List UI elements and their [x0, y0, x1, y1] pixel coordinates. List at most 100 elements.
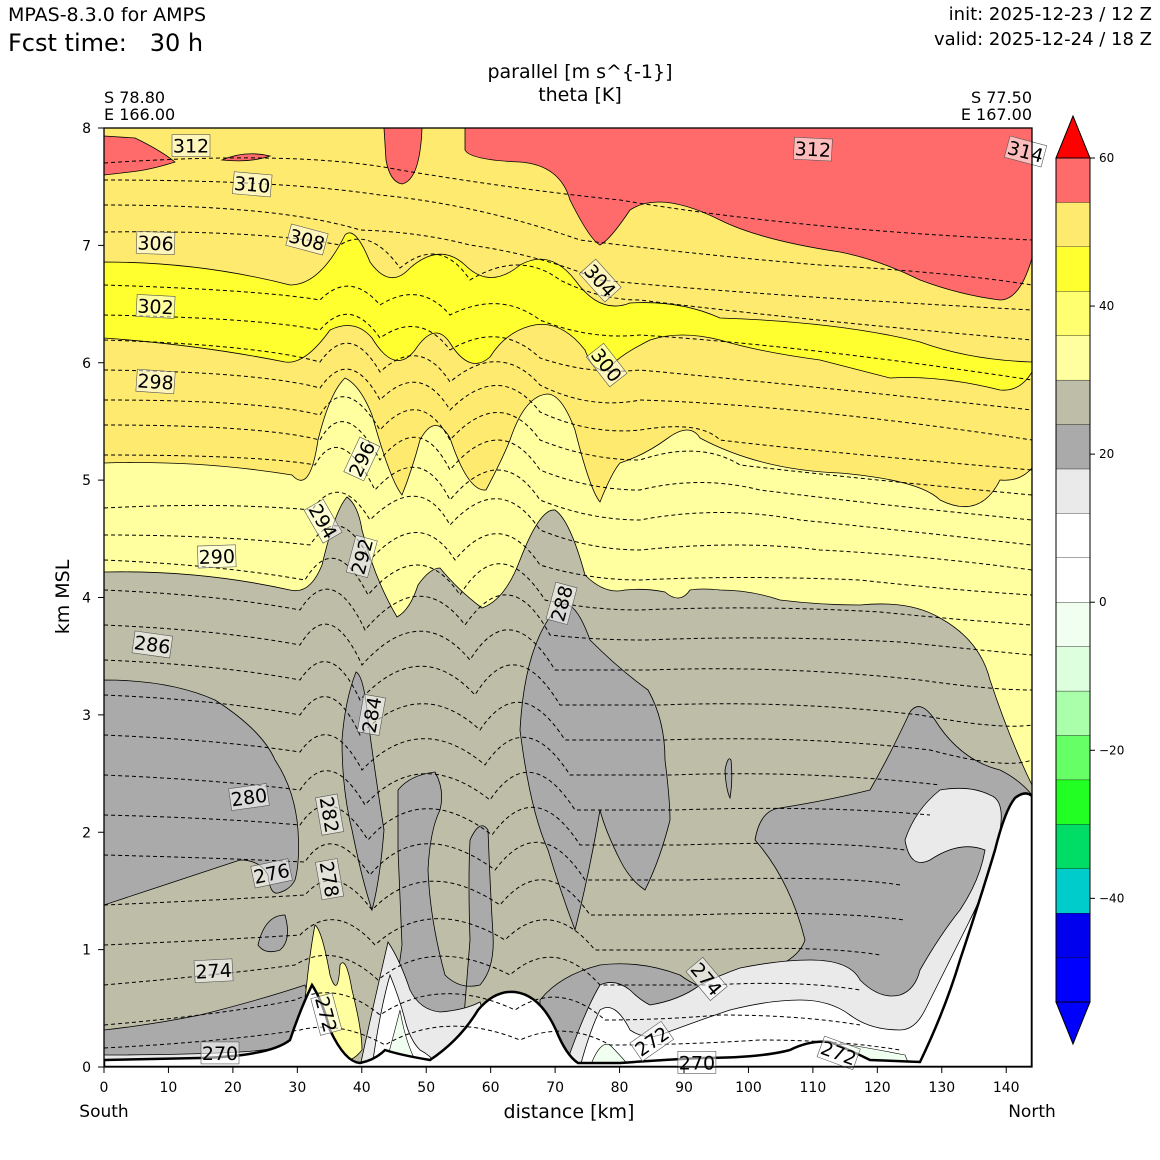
- theta-label-box: [585, 342, 628, 388]
- y-tick-label: 1: [82, 943, 91, 959]
- x-tick-label: 60: [482, 1080, 500, 1096]
- theta-line-27: [104, 1025, 901, 1051]
- colorbar-cell: [1055, 424, 1091, 470]
- valid-time: valid: 2025-12-24 / 18 Z: [934, 29, 1152, 50]
- theta-label: 282: [315, 793, 345, 836]
- theta-label-box: [135, 294, 176, 319]
- fill-white-mid: [371, 973, 441, 1067]
- x-axis-label: distance [km]: [504, 1101, 635, 1123]
- x-tick-label: 0: [100, 1080, 109, 1096]
- colorbar-cell: [1055, 379, 1091, 425]
- start-lat-label: S 78.80: [104, 88, 165, 107]
- theta-label: 312: [171, 134, 211, 158]
- x-tick-label: 120: [864, 1080, 891, 1096]
- theta-line-7: [104, 339, 1032, 441]
- colorbar-cell: [1055, 513, 1091, 558]
- theta-line-5: [104, 284, 1032, 381]
- x-tick-label: 130: [928, 1080, 955, 1096]
- y-tick-label: 2: [82, 825, 91, 841]
- y-tick-label: 4: [82, 591, 91, 607]
- colorbar-cell: [1055, 913, 1091, 958]
- colorbar-cell: [1055, 202, 1091, 247]
- theta-line-9: [104, 396, 1032, 496]
- theta-label: 270: [677, 1051, 717, 1074]
- theta-label-box: [135, 368, 176, 395]
- theta-label-text: 312: [173, 136, 209, 158]
- theta-line-1: [104, 157, 1032, 241]
- theta-line-23: [104, 879, 906, 921]
- y-tick-label: 0: [82, 1060, 91, 1076]
- theta-line-26: [104, 992, 861, 1026]
- colorbar-cell: [1055, 690, 1091, 736]
- colorbar-cell: [1055, 291, 1091, 336]
- theta-line-17: [104, 659, 1032, 727]
- colorbar-frame: [1055, 157, 1091, 1003]
- x-tick-label: 50: [417, 1080, 435, 1096]
- south-end-label: South: [79, 1102, 128, 1122]
- theta-label: 312: [793, 136, 833, 162]
- colorbar-cell: [1055, 157, 1091, 203]
- theta-label: 306: [135, 231, 176, 256]
- x-tick-label: 10: [160, 1080, 178, 1096]
- colorbar-bottom-arrow: [1055, 1001, 1091, 1046]
- theta-label-text: 312: [794, 138, 831, 162]
- theta-line-18: [104, 694, 1032, 764]
- theta-label-box: [135, 231, 176, 255]
- colorbar-cell: [1055, 468, 1091, 514]
- fill-red-column: [383, 128, 423, 185]
- theta-line-20: [104, 770, 931, 816]
- theta-label-box: [197, 544, 237, 569]
- colorbar-tick-label: −40: [1099, 891, 1124, 905]
- x-tick-label: 110: [800, 1080, 827, 1096]
- theta-label-box: [315, 793, 345, 836]
- theta-label-text: 280: [230, 785, 269, 812]
- y-tick-label: 3: [82, 708, 91, 724]
- x-tick-label: 70: [546, 1080, 564, 1096]
- theta-line-2: [104, 179, 1032, 286]
- colorbar-cell: [1055, 779, 1091, 825]
- colorbar: 60 40 20 0 −20 −40: [1055, 114, 1124, 1046]
- fill-gray-column: [341, 671, 385, 912]
- colorbar-tick-label: 40: [1099, 299, 1114, 313]
- fill-gray-spike: [724, 758, 733, 800]
- theta-label: 286: [131, 630, 174, 659]
- theta-label-box: [171, 134, 211, 157]
- colorbar-cell: [1055, 557, 1091, 603]
- theta-line-24: [104, 918, 881, 956]
- theta-label-text: 298: [137, 370, 175, 394]
- x-tick-label: 30: [288, 1080, 306, 1096]
- fill-gray-big: [519, 603, 671, 932]
- y-tick-label: 6: [82, 356, 91, 372]
- theta-label: 290: [197, 544, 237, 569]
- x-tick-label: 140: [993, 1080, 1020, 1096]
- fill-gray-right: [539, 706, 1032, 1067]
- theta-line-3: [104, 204, 1032, 311]
- x-tick-label: 80: [611, 1080, 629, 1096]
- fill-red-right: [464, 128, 1032, 301]
- colorbar-cell: [1055, 868, 1091, 914]
- chart-title-line2: theta [K]: [538, 84, 622, 106]
- fill-red-blob: [220, 153, 272, 162]
- theta-label-box: [315, 858, 345, 901]
- theta-label: 278: [315, 858, 345, 901]
- y-tick-label: 5: [82, 473, 91, 489]
- theta-label-box: [685, 956, 728, 1002]
- colorbar-tick-label: 20: [1099, 447, 1114, 461]
- north-end-label: North: [1008, 1102, 1056, 1122]
- theta-label-box: [232, 171, 273, 198]
- init-time: init: 2025-12-23 / 12 Z: [948, 4, 1152, 25]
- colorbar-cell: [1055, 335, 1091, 381]
- colorbar-tick-label: −20: [1099, 743, 1124, 757]
- start-lon-label: E 166.00: [104, 105, 175, 124]
- theta-line-14: [104, 557, 1032, 626]
- theta-label-text: 302: [137, 295, 174, 319]
- colorbar-cell: [1055, 957, 1091, 1003]
- theta-label-box: [345, 534, 378, 578]
- theta-line-10: [104, 421, 1032, 521]
- theta-label: 276: [250, 858, 293, 889]
- theta-label-box: [816, 1035, 861, 1071]
- y-tick-label: 7: [82, 238, 91, 254]
- theta-line-11: [104, 446, 1032, 546]
